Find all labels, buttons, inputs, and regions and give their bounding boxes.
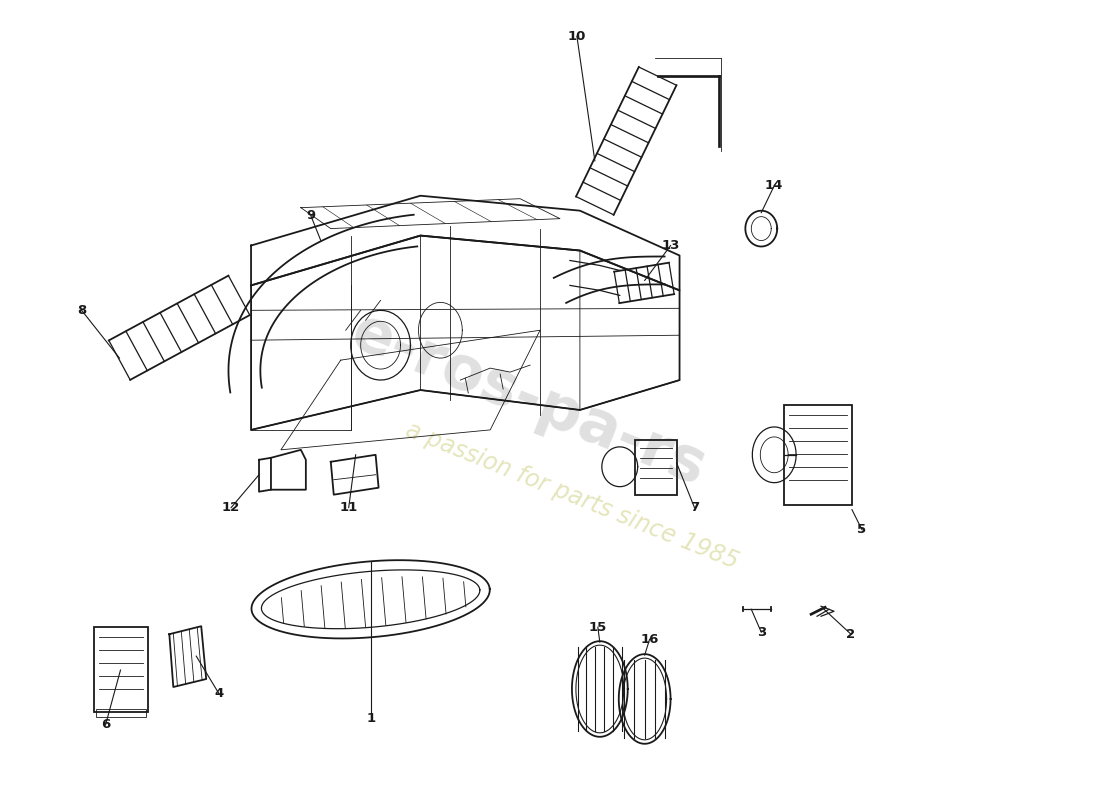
Text: 14: 14 — [764, 179, 783, 192]
Text: 10: 10 — [568, 30, 586, 42]
Text: 11: 11 — [340, 501, 358, 514]
Text: 7: 7 — [690, 501, 700, 514]
Text: 5: 5 — [857, 523, 867, 536]
Text: 6: 6 — [101, 718, 110, 731]
Bar — [784, 405, 851, 505]
Text: 12: 12 — [222, 501, 240, 514]
Text: 1: 1 — [366, 712, 375, 726]
Text: a passion for parts since 1985: a passion for parts since 1985 — [402, 418, 741, 574]
Text: 4: 4 — [214, 687, 223, 701]
Text: 3: 3 — [757, 626, 766, 638]
Text: 8: 8 — [77, 304, 86, 317]
Text: e-ros-pa-rs: e-ros-pa-rs — [342, 302, 714, 498]
Bar — [94, 627, 148, 712]
Text: 9: 9 — [306, 209, 316, 222]
Bar — [96, 709, 146, 717]
Text: 2: 2 — [846, 628, 856, 641]
Text: 16: 16 — [640, 633, 659, 646]
Text: 15: 15 — [588, 621, 607, 634]
Text: 13: 13 — [661, 239, 680, 252]
Bar — [635, 440, 676, 494]
